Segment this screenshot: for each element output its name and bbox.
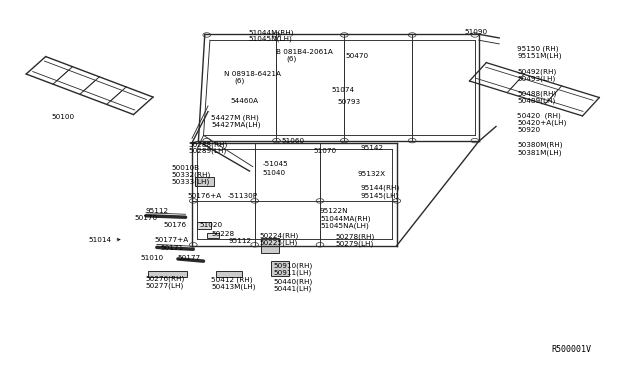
Text: 51070: 51070 [314,148,337,154]
Text: 50440(RH): 50440(RH) [274,278,313,285]
Text: 50493(LH): 50493(LH) [517,76,556,83]
Text: 50488(RH): 50488(RH) [517,90,556,97]
Text: 50793: 50793 [337,99,360,105]
Text: 50276(RH): 50276(RH) [145,275,184,282]
Text: 51044MA(RH): 51044MA(RH) [320,215,371,222]
Text: 51020: 51020 [200,222,223,228]
Text: 95112: 95112 [146,208,169,214]
Text: 50380M(RH): 50380M(RH) [517,142,563,148]
Text: 50177: 50177 [178,255,201,261]
Text: 50228: 50228 [211,231,234,237]
Text: 95132X: 95132X [357,171,385,177]
Text: 50010B: 50010B [172,165,200,171]
FancyBboxPatch shape [148,271,187,277]
Text: (6): (6) [287,55,297,62]
Text: 50171: 50171 [160,245,183,251]
Text: 51010: 51010 [141,255,164,261]
Text: 51074: 51074 [332,87,355,93]
Text: 51045NA(LH): 51045NA(LH) [320,222,369,229]
Text: 50278(RH): 50278(RH) [335,233,374,240]
Text: 95144(RH): 95144(RH) [361,185,400,192]
Text: 50381M(LH): 50381M(LH) [517,149,562,156]
Text: 51060: 51060 [282,138,305,144]
Text: 50289(LH): 50289(LH) [189,148,227,154]
Text: 95145(LH): 95145(LH) [361,192,399,199]
Text: 50441(LH): 50441(LH) [274,285,312,292]
Text: 50333(LH): 50333(LH) [172,178,210,185]
Text: 95122N: 95122N [320,208,349,214]
FancyBboxPatch shape [271,261,289,276]
Text: 54460A: 54460A [230,98,259,104]
Text: 54427MA(LH): 54427MA(LH) [211,121,260,128]
Text: 50177+A: 50177+A [155,237,189,243]
Text: 50420+A(LH): 50420+A(LH) [517,119,566,126]
Text: 95151M(LH): 95151M(LH) [517,52,562,59]
Text: -51130P: -51130P [228,193,258,199]
Text: 50224(RH): 50224(RH) [260,232,299,239]
Text: 51040: 51040 [262,170,285,176]
Text: 50492(RH): 50492(RH) [517,69,556,76]
Text: 51014: 51014 [88,237,120,243]
Text: -51045: -51045 [262,161,288,167]
Text: 50920: 50920 [517,127,540,133]
Text: 50489(LH): 50489(LH) [517,97,556,104]
Text: B 081B4-2061A: B 081B4-2061A [276,49,333,55]
Text: R500001V: R500001V [552,345,591,354]
Text: (6): (6) [234,78,244,84]
FancyBboxPatch shape [195,177,214,186]
Text: 50332(RH): 50332(RH) [172,171,211,178]
Text: 51045N(LH): 51045N(LH) [248,36,292,42]
Text: 95112: 95112 [228,238,252,244]
Text: 95142: 95142 [361,145,384,151]
Text: 51044M(RH): 51044M(RH) [248,29,294,36]
Text: 51090: 51090 [465,29,488,35]
Text: 50279(LH): 50279(LH) [335,241,374,247]
Text: 50176: 50176 [163,222,186,228]
Text: 54427M (RH): 54427M (RH) [211,115,259,121]
Text: N 08918-6421A: N 08918-6421A [224,71,281,77]
FancyBboxPatch shape [261,238,279,253]
Text: 50225(LH): 50225(LH) [260,240,298,246]
Text: 50420  (RH): 50420 (RH) [517,112,561,119]
Text: 50412 (RH): 50412 (RH) [211,276,253,283]
Text: 50910(RH): 50910(RH) [274,263,313,269]
Text: 50288(RH): 50288(RH) [189,141,228,148]
Text: 50911(LH): 50911(LH) [274,270,312,276]
Text: 50413M(LH): 50413M(LH) [211,284,256,291]
Text: 50277(LH): 50277(LH) [145,282,184,289]
Text: 50470: 50470 [346,53,369,59]
Text: 50176+A: 50176+A [188,193,222,199]
FancyBboxPatch shape [216,271,242,277]
FancyBboxPatch shape [197,222,211,229]
Text: 50170: 50170 [134,215,157,221]
FancyBboxPatch shape [207,232,219,238]
Text: 95150 (RH): 95150 (RH) [517,46,559,52]
Text: 50100: 50100 [51,114,74,120]
